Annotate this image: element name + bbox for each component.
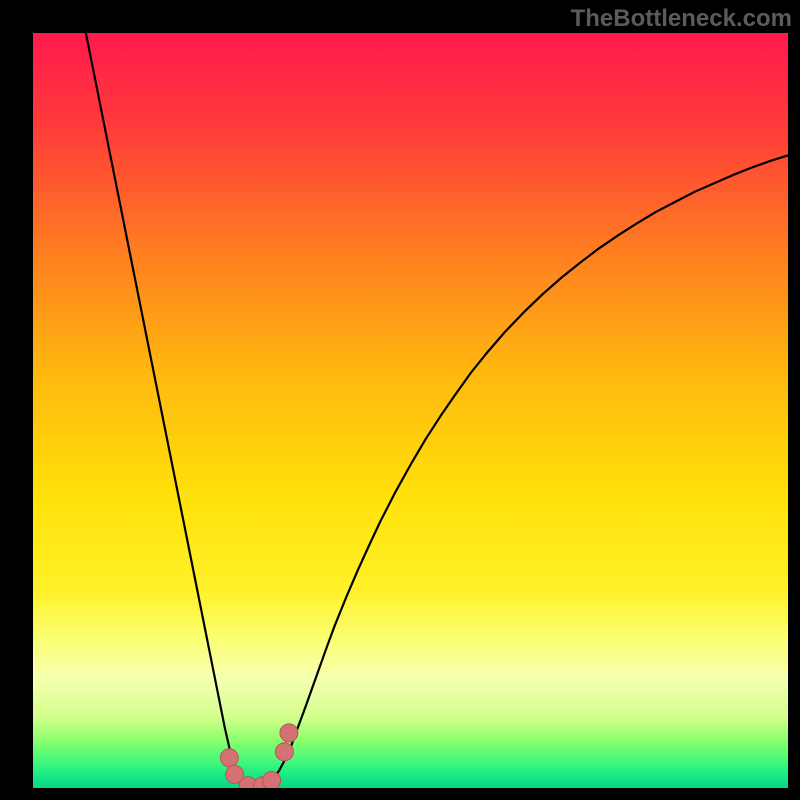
marker-point — [263, 771, 281, 788]
marker-point — [220, 749, 238, 767]
gradient-background — [33, 33, 788, 788]
watermark-text: TheBottleneck.com — [571, 5, 792, 33]
plot-svg — [33, 33, 788, 788]
marker-point — [280, 724, 298, 742]
plot-area — [33, 33, 788, 788]
marker-point — [275, 743, 293, 761]
